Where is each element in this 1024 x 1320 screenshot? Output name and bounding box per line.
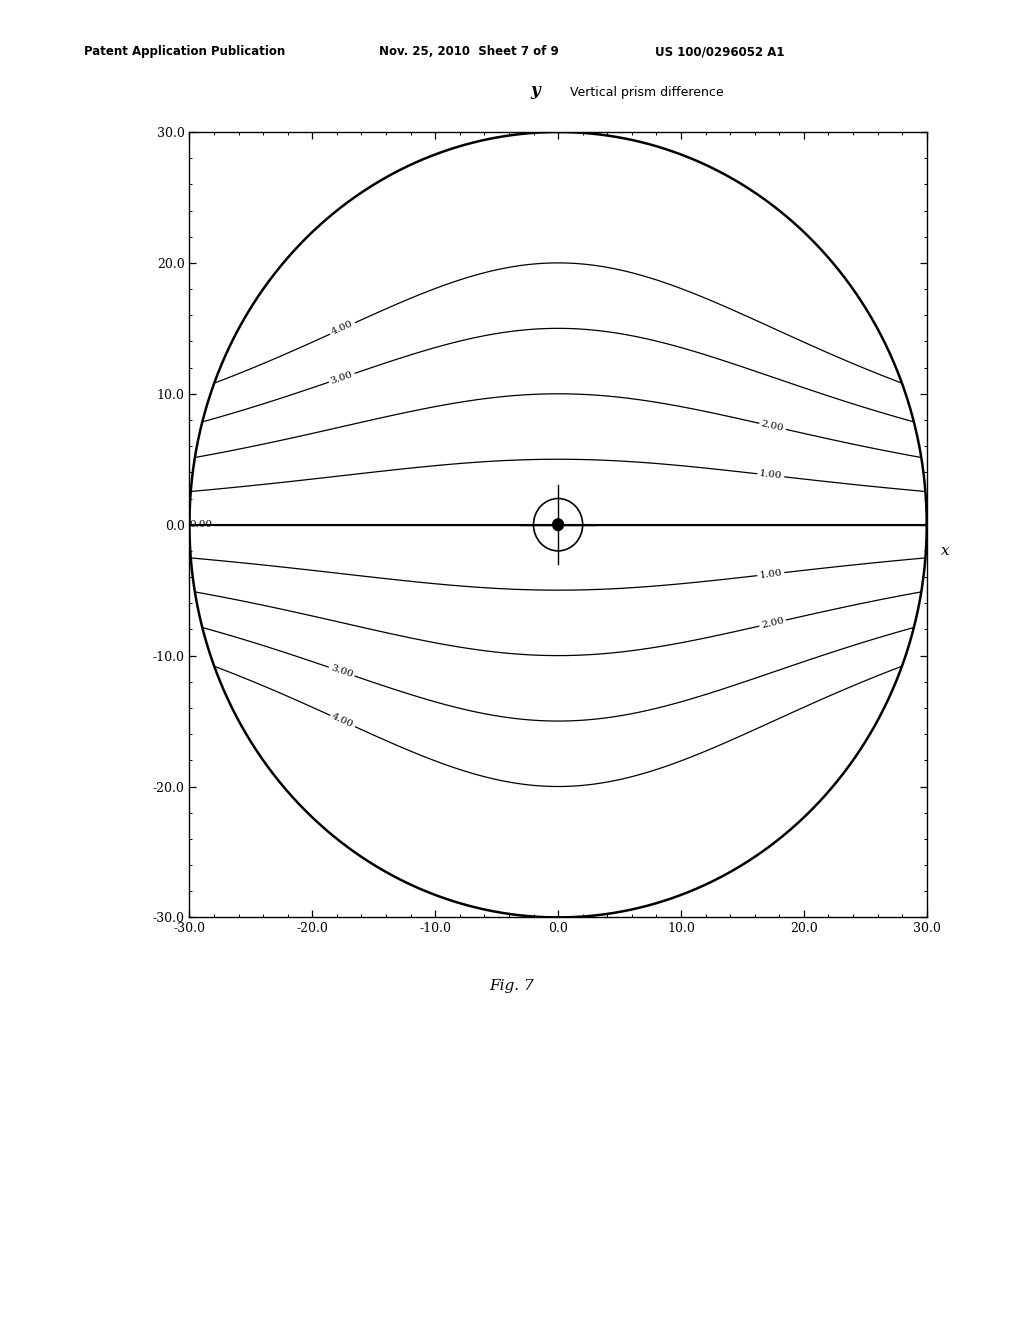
Text: 3.00: 3.00 — [330, 664, 354, 680]
Circle shape — [552, 519, 564, 531]
Text: 4.00: 4.00 — [330, 319, 355, 338]
Text: 2.00: 2.00 — [761, 616, 784, 630]
Text: Nov. 25, 2010  Sheet 7 of 9: Nov. 25, 2010 Sheet 7 of 9 — [379, 45, 559, 58]
Text: 1.00: 1.00 — [759, 569, 782, 579]
Text: Fig. 7: Fig. 7 — [489, 978, 535, 993]
Text: Vertical prism difference: Vertical prism difference — [570, 86, 724, 99]
Text: 1.00: 1.00 — [759, 470, 782, 480]
Text: y: y — [530, 82, 540, 99]
Text: 3.00: 3.00 — [330, 370, 354, 385]
Text: Patent Application Publication: Patent Application Publication — [84, 45, 286, 58]
Text: 2.00: 2.00 — [761, 420, 784, 433]
Text: 4.00: 4.00 — [330, 711, 355, 730]
Text: US 100/0296052 A1: US 100/0296052 A1 — [655, 45, 784, 58]
Text: x: x — [941, 544, 949, 558]
Text: 0.00: 0.00 — [189, 520, 212, 529]
